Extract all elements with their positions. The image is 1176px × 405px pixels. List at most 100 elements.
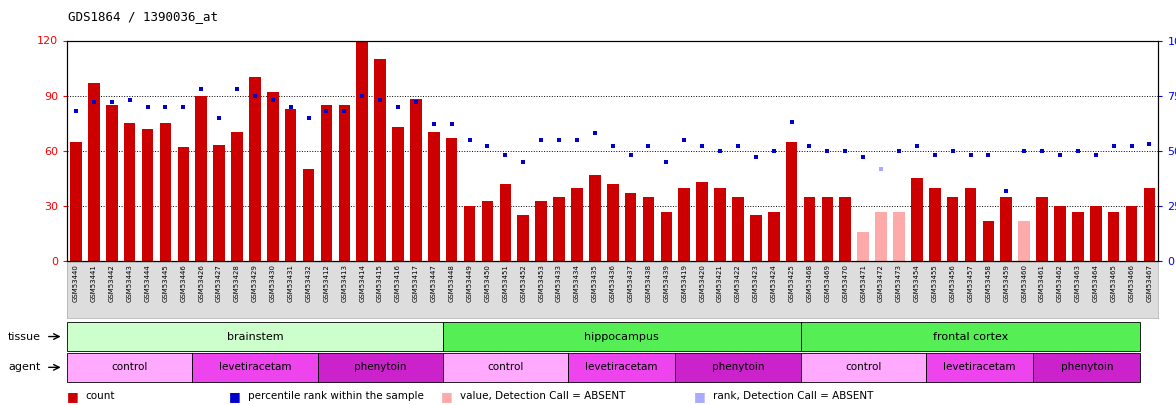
Text: phenytoin: phenytoin — [1061, 362, 1112, 372]
Text: GSM53450: GSM53450 — [485, 264, 490, 302]
Text: GSM53442: GSM53442 — [108, 264, 115, 302]
Bar — [1073, 211, 1083, 261]
Bar — [446, 138, 457, 261]
Bar — [500, 184, 512, 261]
Text: GSM53464: GSM53464 — [1093, 264, 1098, 302]
Text: GSM53471: GSM53471 — [860, 264, 867, 302]
Bar — [568, 353, 675, 382]
Bar — [801, 322, 1141, 351]
Bar — [356, 40, 368, 261]
Text: GSM53434: GSM53434 — [574, 264, 580, 302]
Bar — [893, 211, 904, 261]
Bar — [624, 193, 636, 261]
Bar — [67, 322, 442, 351]
Bar — [607, 184, 619, 261]
Text: GSM53470: GSM53470 — [842, 264, 848, 302]
Text: GSM53417: GSM53417 — [413, 264, 419, 302]
Text: levetiracetam: levetiracetam — [586, 362, 657, 372]
Text: GSM53422: GSM53422 — [735, 264, 741, 302]
Bar — [929, 188, 941, 261]
Text: GSM53472: GSM53472 — [878, 264, 884, 302]
Bar — [321, 105, 333, 261]
Bar — [875, 211, 887, 261]
Text: GSM53461: GSM53461 — [1040, 264, 1045, 302]
Bar — [983, 221, 994, 261]
Bar — [572, 188, 583, 261]
Text: GSM53467: GSM53467 — [1147, 264, 1152, 302]
Bar — [1108, 211, 1120, 261]
Text: GSM53455: GSM53455 — [931, 264, 937, 302]
Text: phenytoin: phenytoin — [711, 362, 764, 372]
Bar — [88, 83, 100, 261]
Bar — [267, 92, 279, 261]
Bar — [142, 129, 153, 261]
Text: hippocampus: hippocampus — [584, 332, 659, 341]
Text: GSM53416: GSM53416 — [395, 264, 401, 302]
Text: GSM53435: GSM53435 — [592, 264, 597, 302]
Text: GSM53468: GSM53468 — [807, 264, 813, 302]
Text: phenytoin: phenytoin — [354, 362, 407, 372]
Text: GSM53431: GSM53431 — [288, 264, 294, 302]
Bar — [249, 77, 261, 261]
Text: GSM53420: GSM53420 — [700, 264, 706, 302]
Bar — [318, 353, 442, 382]
Text: GSM53437: GSM53437 — [628, 264, 634, 302]
Bar — [302, 169, 314, 261]
Text: agent: agent — [8, 362, 41, 372]
Bar — [178, 147, 189, 261]
Text: GSM53458: GSM53458 — [985, 264, 991, 302]
Text: GSM53466: GSM53466 — [1129, 264, 1135, 302]
Bar — [696, 182, 708, 261]
Bar — [482, 200, 493, 261]
Text: control: control — [846, 362, 881, 372]
Bar — [661, 211, 673, 261]
Text: GSM53443: GSM53443 — [127, 264, 133, 302]
Bar — [106, 105, 118, 261]
Bar — [442, 353, 568, 382]
Text: GSM53447: GSM53447 — [430, 264, 436, 302]
Bar — [71, 142, 82, 261]
Text: GDS1864 / 1390036_at: GDS1864 / 1390036_at — [68, 10, 219, 23]
Text: GSM53441: GSM53441 — [91, 264, 96, 302]
Bar — [857, 232, 869, 261]
Bar — [840, 197, 851, 261]
Text: GSM53465: GSM53465 — [1110, 264, 1117, 302]
Bar — [123, 123, 135, 261]
Bar — [195, 96, 207, 261]
Text: GSM53452: GSM53452 — [520, 264, 526, 302]
Bar — [285, 109, 296, 261]
Text: GSM53459: GSM53459 — [1003, 264, 1009, 302]
Text: percentile rank within the sample: percentile rank within the sample — [248, 391, 425, 401]
Text: GSM53425: GSM53425 — [789, 264, 795, 302]
Bar — [160, 123, 172, 261]
Text: GSM53460: GSM53460 — [1021, 264, 1027, 302]
Text: GSM53423: GSM53423 — [753, 264, 759, 302]
Text: GSM53436: GSM53436 — [609, 264, 616, 302]
Text: GSM53412: GSM53412 — [323, 264, 329, 302]
Bar — [801, 353, 926, 382]
Bar — [463, 206, 475, 261]
Text: GSM53457: GSM53457 — [968, 264, 974, 302]
Bar — [374, 59, 386, 261]
Bar — [750, 215, 762, 261]
Bar — [232, 132, 242, 261]
Text: GSM53432: GSM53432 — [306, 264, 312, 302]
Text: control: control — [487, 362, 523, 372]
Bar — [1001, 197, 1013, 261]
Text: levetiracetam: levetiracetam — [943, 362, 1016, 372]
Bar — [339, 105, 350, 261]
Bar — [535, 200, 547, 261]
Bar — [822, 197, 834, 261]
Bar — [714, 188, 726, 261]
Bar — [1018, 221, 1030, 261]
Bar — [926, 353, 1034, 382]
Bar — [589, 175, 601, 261]
Text: GSM53428: GSM53428 — [234, 264, 240, 302]
Text: GSM53449: GSM53449 — [467, 264, 473, 302]
Text: GSM53415: GSM53415 — [377, 264, 383, 302]
Bar — [553, 197, 564, 261]
Text: GSM53426: GSM53426 — [199, 264, 205, 302]
Bar — [679, 188, 690, 261]
Text: GSM53414: GSM53414 — [359, 264, 366, 302]
Bar — [517, 215, 529, 261]
